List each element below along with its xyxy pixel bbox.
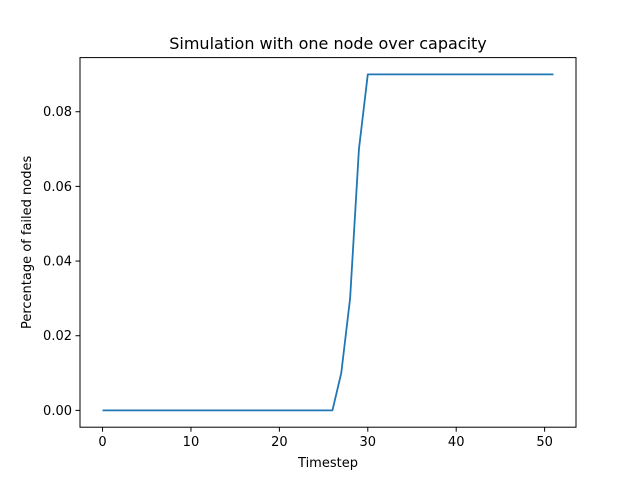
y-axis-label: Percentage of failed nodes <box>20 156 35 330</box>
plot-area-frame <box>79 57 577 428</box>
x-tick-label: 50 <box>536 435 553 450</box>
x-tick-label: 0 <box>98 435 106 450</box>
y-tick-label: 0.06 <box>43 180 72 195</box>
series-line <box>102 73 554 412</box>
y-tick-label: 0.04 <box>43 255 72 270</box>
x-axis-ticks: 0 10 20 30 40 50 <box>98 427 553 450</box>
y-axis-ticks: 0.00 0.02 0.04 0.06 0.08 <box>43 105 80 419</box>
chart-title: Simulation with one node over capacity <box>169 34 487 53</box>
x-tick-label: 10 <box>183 435 200 450</box>
y-tick-label: 0.08 <box>43 105 72 120</box>
y-tick-label: 0.02 <box>43 329 72 344</box>
x-tick-label: 30 <box>360 435 377 450</box>
x-axis-label: Timestep <box>297 456 358 471</box>
x-tick-label: 20 <box>271 435 288 450</box>
x-tick-label: 40 <box>448 435 465 450</box>
y-tick-label: 0.00 <box>43 404 72 419</box>
